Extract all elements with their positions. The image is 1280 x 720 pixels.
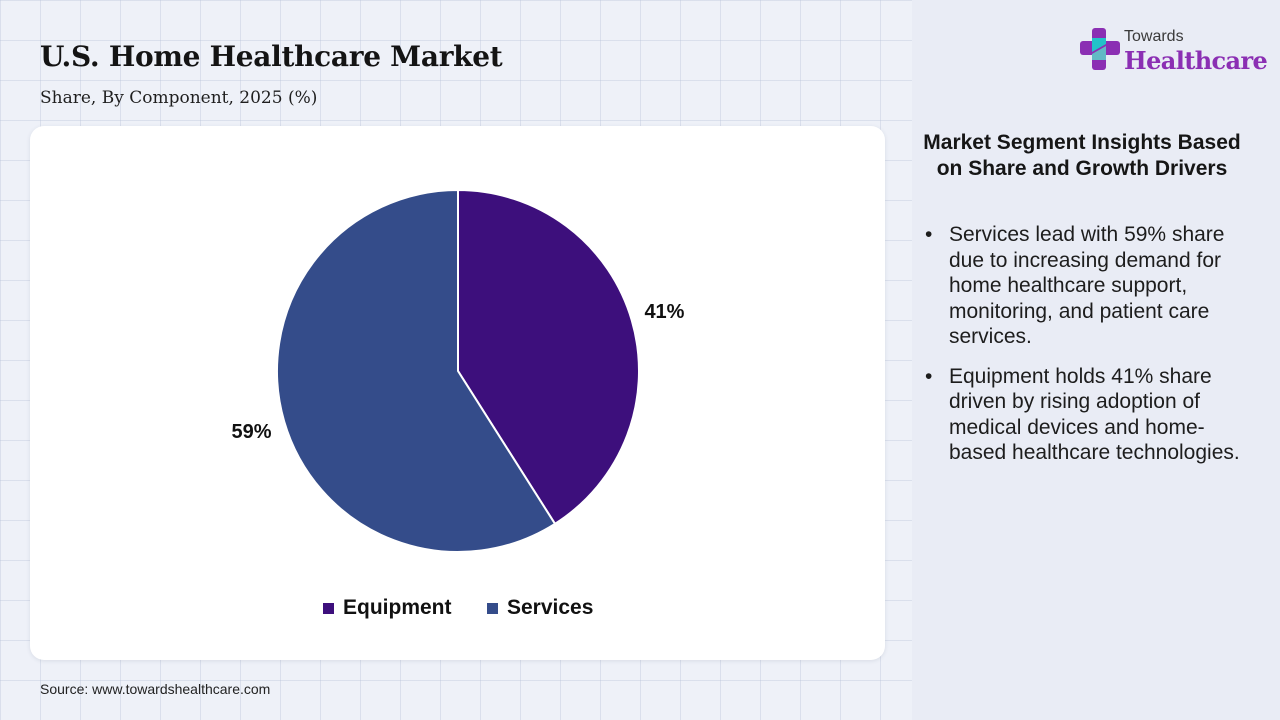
legend-label-services: Services — [507, 596, 593, 619]
insight-item-equipment: Equipment holds 41% share driven by risi… — [922, 364, 1252, 466]
logo-text-towards: Towards — [1124, 28, 1184, 45]
insight-item-services: Services lead with 59% share due to incr… — [922, 222, 1252, 350]
page-title: U.S. Home Healthcare Market — [40, 40, 503, 73]
legend-label-equipment: Equipment — [343, 596, 452, 619]
pie-chart: 41% 59% Equipment Services — [232, 188, 685, 619]
pie-slice-services — [276, 188, 557, 553]
brand-logo: Towards Healthcare — [1078, 26, 1268, 78]
data-label-equipment: 41% — [644, 301, 684, 323]
medical-cross-icon — [1080, 28, 1120, 70]
chart-legend: Equipment Services — [323, 596, 593, 619]
page-subtitle: Share, By Component, 2025 (%) — [40, 88, 318, 108]
insights-heading: Market Segment Insights Based on Share a… — [923, 131, 1241, 180]
pie-slice-labels: 41% 59% — [232, 301, 685, 443]
logo-text-healthcare: Healthcare — [1124, 46, 1268, 75]
insights-panel-background — [912, 0, 1280, 720]
source-note: Source: www.towardshealthcare.com — [40, 681, 271, 697]
legend-swatch-services — [487, 603, 498, 614]
insights-list: Services lead with 59% share due to incr… — [922, 222, 1252, 480]
pie-slice-equipment — [457, 188, 640, 526]
chart-card: 41% 59% Equipment Services — [30, 126, 885, 660]
legend-swatch-equipment — [323, 603, 334, 614]
data-label-services: 59% — [232, 421, 272, 443]
pie-slices — [276, 188, 640, 553]
